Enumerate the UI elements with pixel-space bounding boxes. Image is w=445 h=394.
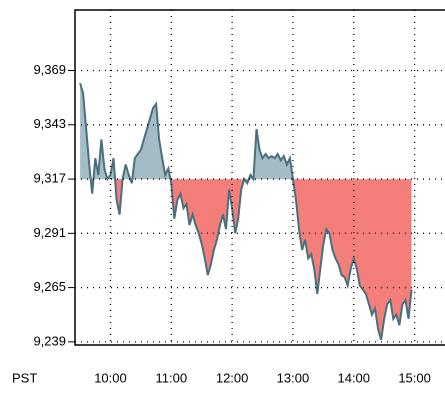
y-tick-label: 9,265 xyxy=(33,279,66,294)
y-tick-label: 9,291 xyxy=(33,225,66,240)
y-tick-label: 9,369 xyxy=(33,62,66,77)
plot-frame xyxy=(74,9,445,346)
x-tick-label: 13:00 xyxy=(277,370,310,385)
x-tick-label: 11:00 xyxy=(156,370,188,385)
area-below xyxy=(90,179,412,340)
y-tick-label: 9,239 xyxy=(33,333,66,348)
y-tick-label: 9,343 xyxy=(33,116,66,131)
x-tick-label: 15:00 xyxy=(398,370,431,385)
x-tick-label: 12:00 xyxy=(216,370,249,385)
x-axis-label: PST xyxy=(12,370,37,385)
y-tick-label: 9,317 xyxy=(33,171,66,186)
price-line xyxy=(79,82,413,341)
x-tick-label: 10:00 xyxy=(94,370,127,385)
x-tick-label: 14:00 xyxy=(337,370,370,385)
